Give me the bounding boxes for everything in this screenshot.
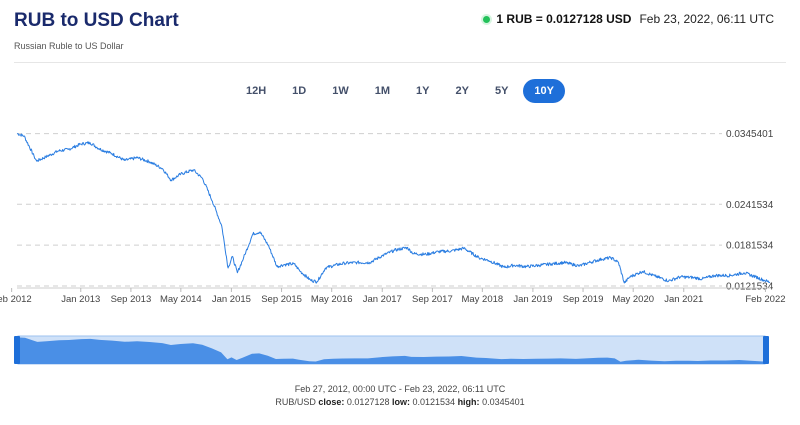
pair-label: RUB/USD	[275, 397, 316, 407]
series-line	[16, 133, 771, 284]
date-range: Feb 27, 2012, 00:00 UTC - Feb 23, 2022, …	[294, 384, 506, 394]
x-tick-label: Feb 2022	[745, 294, 785, 305]
close-label: close:	[318, 397, 345, 407]
chart-summary: Feb 27, 2012, 00:00 UTC - Feb 23, 2022, …	[0, 383, 800, 409]
navigator-handle-right[interactable]	[763, 336, 769, 364]
x-tick-label: May 2020	[612, 294, 654, 305]
tab-1w[interactable]: 1W	[332, 85, 349, 97]
x-tick-label: Sep 2017	[412, 294, 453, 305]
x-tick-label: Feb 2012	[0, 294, 32, 305]
navigator-handle-left[interactable]	[14, 336, 20, 364]
y-tick-label: 0.0121534	[726, 282, 774, 293]
y-tick-label: 0.0345401	[726, 129, 774, 140]
range-navigator[interactable]	[0, 330, 800, 368]
y-tick-label: 0.0181534	[726, 241, 774, 252]
x-tick-label: May 2018	[461, 294, 503, 305]
tab-1y[interactable]: 1Y	[416, 85, 430, 97]
high-value: 0.0345401	[482, 397, 525, 407]
tab-1m[interactable]: 1M	[374, 85, 391, 97]
live-rate: 1 RUB = 0.0127128 USD Feb 23, 2022, 06:1…	[483, 12, 774, 26]
x-tick-label: Sep 2013	[111, 294, 152, 305]
tab-2y[interactable]: 2Y	[455, 85, 469, 97]
live-dot-icon	[483, 15, 491, 23]
page-title: RUB to USD Chart	[14, 10, 179, 31]
x-tick-label: Jan 2019	[513, 294, 552, 305]
x-tick-label: Jan 2015	[212, 294, 251, 305]
x-tick-label: May 2016	[311, 294, 353, 305]
tab-12h[interactable]: 12H	[245, 85, 267, 97]
range-tabs: 12H 1D 1W 1M 1Y 2Y 5Y 10Y	[0, 79, 800, 103]
rate-value: 1 RUB = 0.0127128 USD	[496, 12, 632, 26]
low-value: 0.0121534	[412, 397, 456, 407]
x-tick-label: Sep 2019	[563, 294, 604, 305]
tab-1d[interactable]: 1D	[292, 85, 307, 97]
tab-5y[interactable]: 5Y	[494, 85, 509, 97]
ohlc-summary: RUB/USD close: 0.0127128 low: 0.0121534 …	[0, 396, 800, 409]
page-subtitle: Russian Ruble to US Dollar	[14, 41, 124, 51]
low-label: low:	[391, 397, 410, 407]
navigator-area	[18, 337, 765, 364]
rate-line-chart[interactable]: 0.03454010.02415340.01815340.0121534Feb …	[0, 110, 800, 310]
x-tick-label: Jan 2013	[61, 294, 100, 305]
high-label: high:	[457, 397, 480, 407]
x-tick-label: Sep 2015	[261, 294, 302, 305]
x-tick-label: May 2014	[160, 294, 202, 305]
x-tick-label: Jan 2021	[664, 294, 703, 305]
y-tick-label: 0.0241534	[726, 200, 774, 211]
rate-timestamp: Feb 23, 2022, 06:11 UTC	[639, 12, 774, 26]
header-divider	[14, 62, 786, 63]
close-value: 0.0127128	[346, 397, 390, 407]
x-tick-label: Jan 2017	[363, 294, 402, 305]
tab-10y[interactable]: 10Y	[523, 79, 565, 103]
